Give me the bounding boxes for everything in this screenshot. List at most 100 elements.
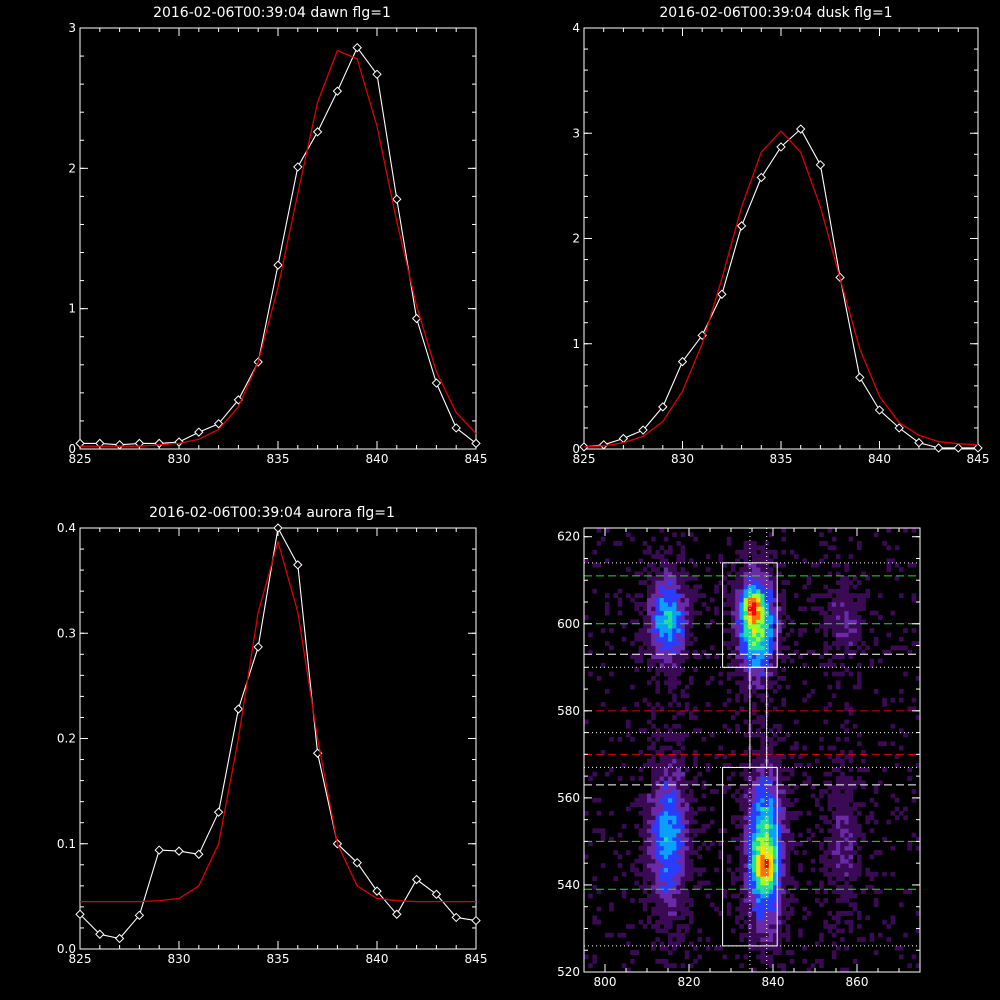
heatmap-cell [848, 876, 854, 881]
heatmap-cell [768, 884, 774, 890]
heatmap-cell [684, 810, 690, 816]
heatmap-cell [752, 636, 757, 642]
heatmap-cell [697, 871, 702, 877]
heatmap-cell [781, 828, 786, 834]
heatmap-cell [890, 697, 896, 703]
heatmap-cell [689, 876, 694, 881]
heatmap-cell [756, 584, 761, 590]
heatmap-cell [676, 893, 681, 899]
aurora-data-point [134, 910, 145, 921]
heatmap-cell [638, 654, 644, 659]
heatmap-cell [777, 623, 782, 629]
heatmap-cell [857, 741, 862, 747]
heatmap-cell [676, 771, 681, 777]
heatmap-cell [668, 824, 673, 829]
heatmap-cell [642, 602, 648, 607]
heatmap-cell [710, 841, 715, 847]
heatmap-cell [743, 654, 749, 659]
heatmap-cell [760, 732, 765, 738]
heatmap-cell [857, 858, 862, 864]
heatmap-cell [747, 837, 753, 842]
heatmap-cell [663, 928, 669, 934]
heatmap-cell [638, 628, 644, 633]
heatmap-cell [760, 593, 765, 599]
heatmap-cell [672, 571, 677, 577]
heatmap-cell [689, 641, 694, 646]
heatmap-cell [668, 793, 673, 799]
heatmap-cell [684, 832, 690, 838]
heatmap-cell [638, 832, 644, 838]
heatmap-cell [840, 967, 845, 973]
heatmap-cell [836, 641, 841, 646]
heatmap-cell [840, 610, 845, 616]
heatmap-cell [890, 915, 896, 921]
heatmap-cell [663, 745, 669, 751]
heatmap-cell [760, 623, 765, 629]
heatmap-cell [844, 615, 849, 620]
dawn-data-point [411, 313, 422, 324]
dawn-data-point [293, 162, 303, 172]
heatmap-cell [810, 593, 816, 599]
heatmap-cell [592, 771, 597, 777]
heatmap-cell [915, 676, 921, 681]
heatmap-cell [777, 571, 782, 577]
heatmap-cell [848, 619, 854, 625]
heatmap-cell [655, 854, 660, 860]
heatmap-cell [630, 736, 635, 742]
heatmap-cell [676, 937, 681, 942]
heatmap-cell [844, 815, 849, 821]
heatmap-cell [781, 667, 786, 673]
heatmap-cell [840, 615, 845, 620]
heatmap-cell [668, 662, 673, 668]
heatmap-cell [819, 736, 824, 742]
heatmap-cell [680, 863, 686, 868]
heatmap-cell [760, 554, 765, 559]
heatmap-cell [756, 602, 761, 607]
heatmap-cell [689, 623, 694, 629]
heatmap-cell [873, 784, 879, 790]
heatmap-cell [621, 706, 627, 712]
heatmap-cell [756, 863, 761, 868]
heatmap-cell [647, 863, 652, 868]
heatmap-cell [743, 602, 749, 607]
heatmap-cell [680, 771, 686, 777]
heatmap-cell [848, 641, 854, 646]
heatmap-cell [794, 741, 799, 747]
heatmap-cell [747, 628, 753, 633]
heatmap-cell [823, 619, 828, 625]
heatmap-cell [743, 876, 749, 881]
heatmap-cell [806, 967, 812, 973]
heatmap-cell [760, 580, 765, 585]
heatmap-cell [836, 784, 841, 790]
heatmap-cell [844, 776, 849, 781]
heatmap-cell [756, 767, 761, 773]
heatmap-cell [659, 902, 665, 908]
heatmap-cell [655, 606, 660, 612]
heatmap-cell [785, 841, 791, 847]
heatmap-cell [672, 889, 677, 895]
heatmap-cell [617, 610, 623, 616]
heatmap-cell [810, 858, 816, 864]
heatmap-cell [659, 575, 665, 581]
heatmap-cell [777, 763, 782, 768]
heatmap-cell [680, 802, 686, 807]
heatmap-cell [697, 937, 702, 942]
heatmap-cell [642, 606, 648, 612]
heatmap-cell [857, 915, 862, 921]
heatmap-cell [752, 649, 757, 655]
heatmap-cell [676, 610, 681, 616]
heatmap-cell [684, 893, 690, 899]
heatmap-cell [836, 754, 841, 760]
heatmap-cell [663, 680, 669, 686]
heatmap-cell [781, 876, 786, 881]
heatmap-cell [747, 911, 753, 916]
heatmap-cell [743, 880, 749, 886]
heatmap-cell [676, 632, 681, 638]
heatmap-x-tick-label: 820 [678, 975, 701, 989]
heatmap-cell [663, 880, 669, 886]
heatmap-cell [647, 884, 652, 890]
heatmap-cell [672, 871, 677, 877]
heatmap-cell [684, 815, 690, 821]
heatmap-cell [747, 567, 753, 572]
heatmap-cell [781, 863, 786, 868]
